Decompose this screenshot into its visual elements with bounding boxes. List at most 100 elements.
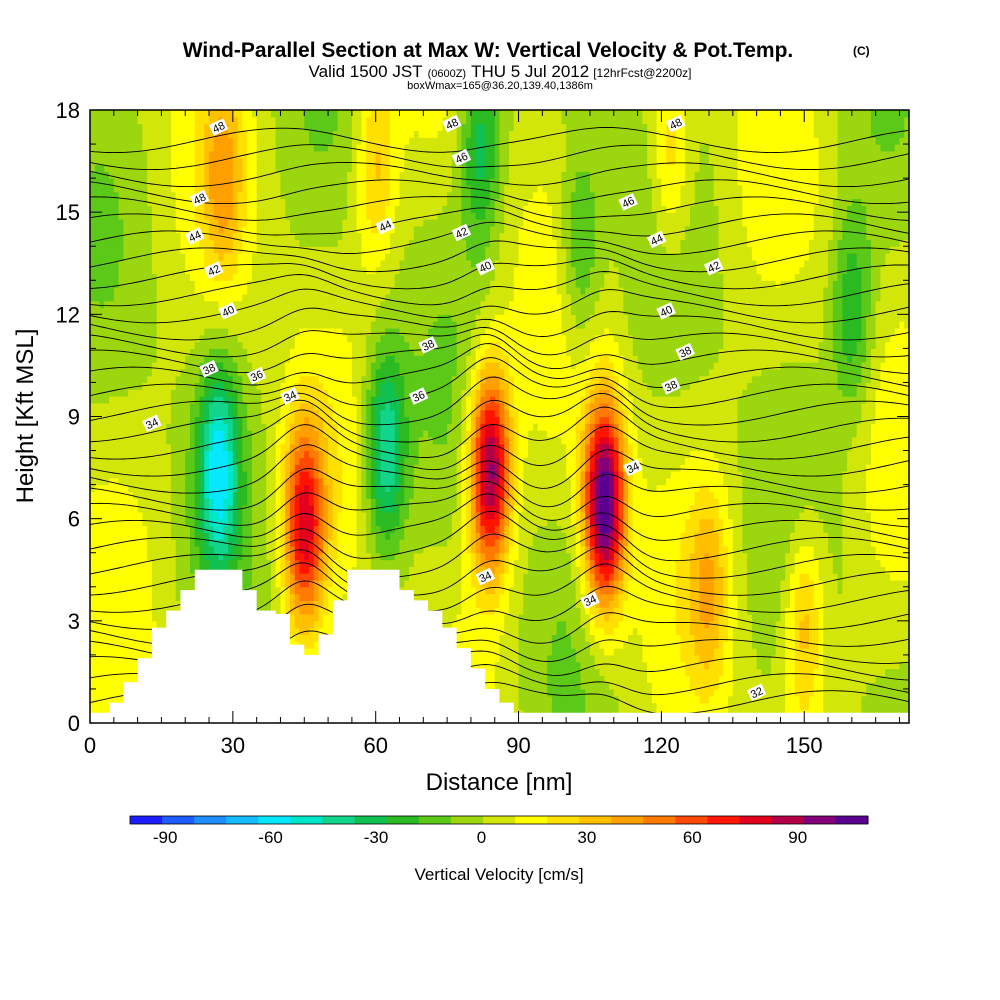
- velocity-cell: [113, 634, 120, 642]
- velocity-cell: [170, 239, 177, 247]
- velocity-cell: [94, 246, 101, 254]
- velocity-cell: [328, 178, 334, 186]
- velocity-cell: [285, 198, 291, 206]
- velocity-cell: [337, 205, 343, 213]
- velocity-cell: [337, 164, 343, 172]
- velocity-cell: [304, 362, 310, 370]
- velocity-cell: [328, 525, 334, 533]
- velocity-cell: [261, 375, 267, 384]
- velocity-cell: [285, 280, 291, 288]
- velocity-cell: [313, 130, 320, 138]
- velocity-cell: [137, 137, 143, 145]
- velocity-cell: [170, 171, 177, 179]
- velocity-cell: [328, 150, 334, 159]
- velocity-cell: [123, 641, 129, 649]
- velocity-cell: [170, 491, 177, 499]
- velocity-cell: [275, 150, 282, 159]
- velocity-cell: [161, 137, 167, 145]
- velocity-cell: [132, 218, 139, 227]
- velocity-cell: [270, 484, 277, 493]
- velocity-cell: [104, 218, 110, 227]
- subtitle-date: THU 5 Jul 2012: [471, 62, 589, 81]
- velocity-cell: [237, 545, 243, 554]
- velocity-cell: [332, 253, 339, 261]
- velocity-cell: [161, 225, 167, 234]
- velocity-cell: [313, 157, 320, 166]
- velocity-cell: [256, 341, 263, 349]
- velocity-cell: [285, 348, 291, 356]
- velocity-cell: [232, 123, 239, 132]
- velocity-cell: [280, 525, 286, 533]
- velocity-cell: [209, 130, 215, 138]
- velocity-cell: [194, 157, 201, 166]
- velocity-cell: [180, 225, 186, 234]
- velocity-cell: [337, 573, 343, 581]
- velocity-cell: [109, 300, 115, 309]
- velocity-cell: [309, 511, 315, 520]
- velocity-cell: [128, 634, 134, 642]
- velocity-cell: [142, 171, 148, 179]
- velocity-cell: [299, 382, 305, 390]
- velocity-cell: [347, 300, 353, 309]
- velocity-cell: [213, 225, 220, 234]
- velocity-cell: [218, 144, 224, 152]
- velocity-cell: [280, 436, 286, 445]
- velocity-cell: [304, 157, 310, 166]
- velocity-cell: [237, 334, 243, 343]
- velocity-cell: [180, 464, 186, 472]
- velocity-cell: [209, 484, 215, 493]
- velocity-cell: [247, 511, 253, 520]
- velocity-cell: [204, 355, 210, 363]
- velocity-cell: [180, 498, 186, 506]
- velocity-cell: [285, 532, 291, 540]
- velocity-cell: [109, 443, 115, 452]
- velocity-cell: [337, 307, 343, 315]
- velocity-cell: [109, 695, 115, 704]
- velocity-cell: [304, 116, 310, 125]
- velocity-cell: [90, 273, 96, 281]
- velocity-cell: [247, 239, 253, 247]
- velocity-cell: [251, 511, 258, 520]
- velocity-cell: [289, 314, 296, 322]
- velocity-cell: [294, 409, 301, 418]
- velocity-cell: [118, 164, 124, 172]
- velocity-cell: [113, 586, 120, 595]
- velocity-cell: [90, 470, 96, 479]
- velocity-cell: [209, 443, 215, 452]
- velocity-cell: [256, 246, 263, 254]
- velocity-cell: [180, 450, 186, 458]
- velocity-cell: [242, 579, 248, 588]
- velocity-cell: [151, 600, 158, 608]
- velocity-cell: [194, 287, 201, 295]
- velocity-cell: [185, 130, 191, 138]
- velocity-cell: [251, 539, 258, 547]
- velocity-cell: [247, 566, 253, 574]
- velocity-cell: [313, 239, 320, 247]
- velocity-cell: [347, 232, 353, 241]
- velocity-cell: [213, 171, 220, 179]
- velocity-cell: [304, 225, 310, 234]
- velocity-cell: [280, 464, 286, 472]
- velocity-cell: [94, 634, 101, 642]
- velocity-cell: [285, 362, 291, 370]
- velocity-cell: [199, 552, 205, 561]
- velocity-cell: [256, 402, 263, 411]
- velocity-cell: [118, 484, 124, 493]
- velocity-cell: [156, 573, 163, 581]
- velocity-cell: [242, 273, 248, 281]
- velocity-cell: [166, 586, 172, 595]
- velocity-cell: [213, 532, 220, 540]
- velocity-cell: [323, 137, 329, 145]
- velocity-cell: [347, 402, 353, 411]
- velocity-cell: [99, 579, 105, 588]
- velocity-cell: [237, 443, 243, 452]
- velocity-cell: [123, 484, 129, 493]
- velocity-cell: [147, 355, 153, 363]
- velocity-cell: [99, 368, 105, 377]
- velocity-cell: [247, 518, 253, 527]
- velocity-cell: [128, 198, 134, 206]
- velocity-cell: [94, 253, 101, 261]
- velocity-cell: [175, 389, 182, 397]
- velocity-cell: [261, 396, 267, 404]
